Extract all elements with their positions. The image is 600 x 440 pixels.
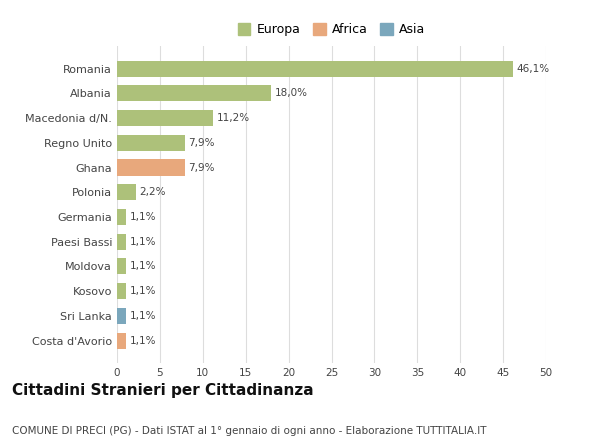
Bar [117,110,213,126]
Bar [117,61,512,77]
Bar [117,283,127,299]
Bar [117,135,185,151]
Bar [117,258,127,275]
Text: 18,0%: 18,0% [275,88,308,99]
Text: 46,1%: 46,1% [516,64,549,73]
Text: 7,9%: 7,9% [188,138,215,148]
Text: 1,1%: 1,1% [130,336,157,345]
Text: 2,2%: 2,2% [139,187,166,197]
Bar [117,333,127,348]
Bar [117,209,127,225]
Text: 1,1%: 1,1% [130,237,157,247]
Text: 11,2%: 11,2% [217,113,250,123]
Bar [117,85,271,101]
Text: 1,1%: 1,1% [130,286,157,296]
Text: 1,1%: 1,1% [130,212,157,222]
Text: 1,1%: 1,1% [130,311,157,321]
Bar [117,234,127,250]
Bar [117,184,136,200]
Text: 7,9%: 7,9% [188,162,215,172]
Legend: Europa, Africa, Asia: Europa, Africa, Asia [235,21,428,39]
Text: COMUNE DI PRECI (PG) - Dati ISTAT al 1° gennaio di ogni anno - Elaborazione TUTT: COMUNE DI PRECI (PG) - Dati ISTAT al 1° … [12,425,487,436]
Bar [117,159,185,176]
Text: Cittadini Stranieri per Cittadinanza: Cittadini Stranieri per Cittadinanza [12,383,314,398]
Text: 1,1%: 1,1% [130,261,157,271]
Bar [117,308,127,324]
